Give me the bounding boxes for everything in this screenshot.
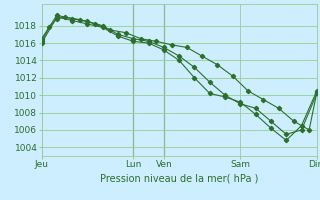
- X-axis label: Pression niveau de la mer( hPa ): Pression niveau de la mer( hPa ): [100, 173, 258, 183]
